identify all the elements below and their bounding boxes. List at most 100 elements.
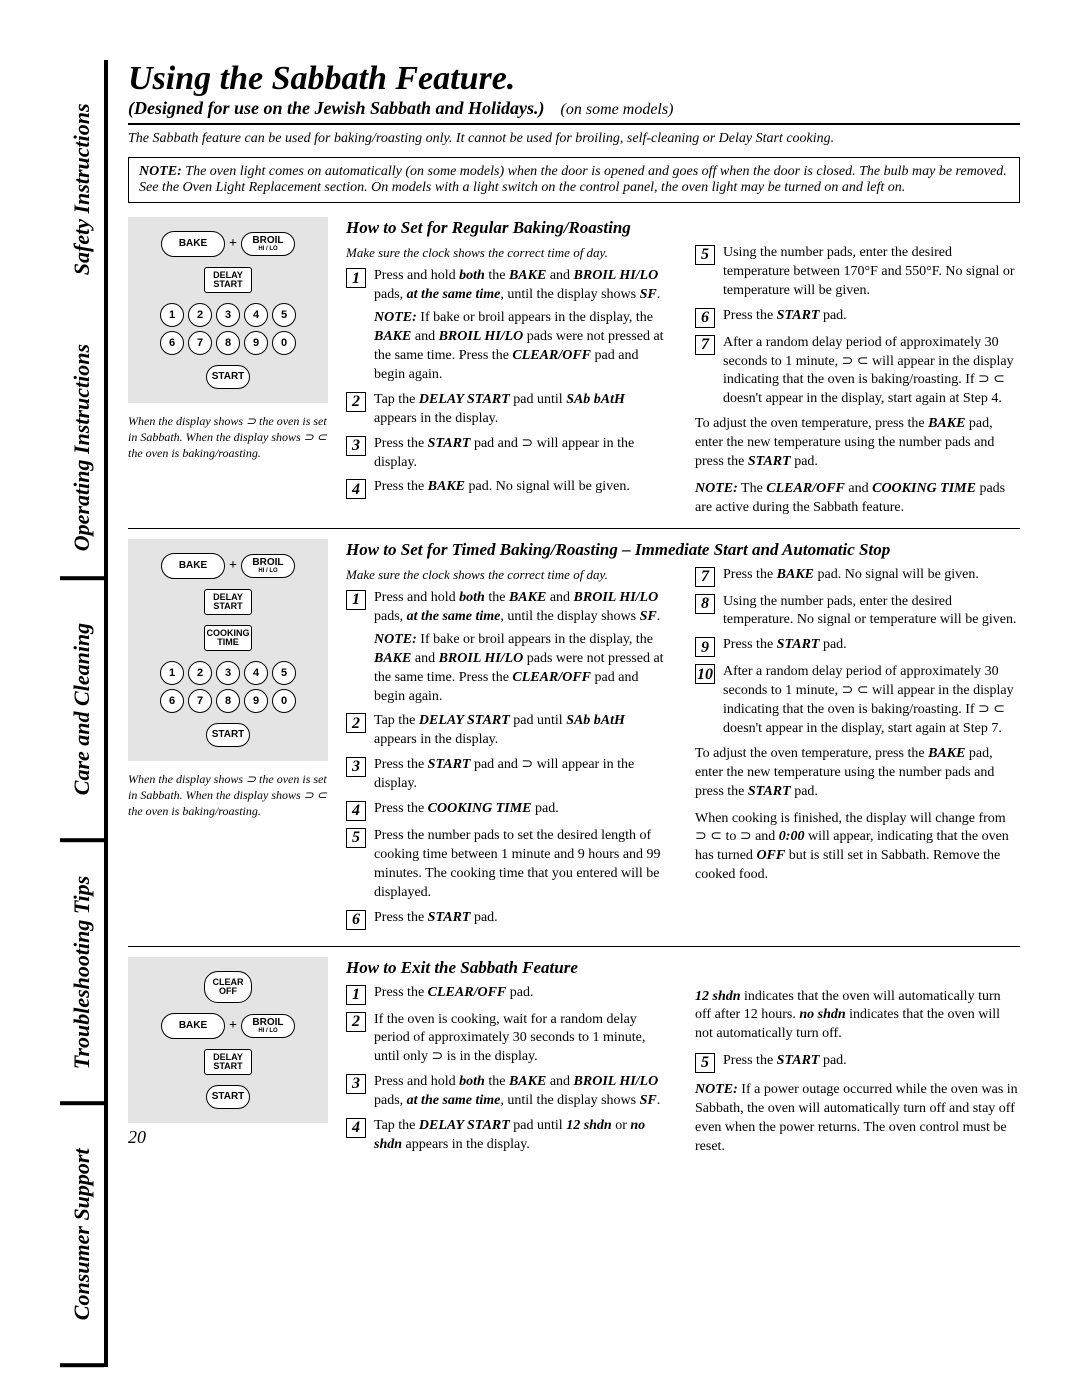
main-content: Using the Sabbath Feature. (Designed for… — [108, 60, 1020, 1367]
broil-btn: BROIL HI / LO — [241, 232, 295, 256]
step: 7 After a random delay period of approxim… — [695, 334, 1020, 410]
delay-start-btn: DELAYSTART — [204, 267, 252, 293]
clock-note-1: Make sure the clock shows the correct ti… — [346, 244, 671, 262]
broil-sub-3: HI / LO — [258, 1028, 277, 1034]
plus-icon-2: + — [229, 558, 237, 574]
step-text: Press the COOKING TIME pad. — [374, 800, 671, 821]
page-title: Using the Sabbath Feature. — [128, 60, 1020, 98]
panel-diagram-1: BAKE + BROIL HI / LO DELAYSTART 1 2 3 — [128, 217, 328, 403]
num-3: 3 — [216, 303, 240, 327]
section-regular: BAKE + BROIL HI / LO DELAYSTART 1 2 3 — [128, 217, 1020, 529]
note-box: NOTE: The oven light comes on automatica… — [128, 157, 1020, 203]
step-number: 5 — [695, 1053, 715, 1073]
steps-exit: How to Exit the Sabbath Feature 1 Press t… — [346, 957, 1020, 1161]
step: 2Tap the DELAY START pad until SAb bAtH … — [346, 391, 671, 429]
section2-title: How to Set for Timed Baking/Roasting – I… — [346, 539, 1020, 562]
step: 4Tap the DELAY START pad until 12 shdn o… — [346, 1117, 671, 1155]
broil-sub-2: HI / LO — [258, 568, 277, 574]
step: 6 Press the START pad. — [695, 307, 1020, 328]
bake-btn-2: BAKE — [161, 553, 225, 579]
tab-care: Care and Cleaning — [60, 580, 104, 842]
step-number: 1 — [346, 268, 366, 288]
s3-pre: 12 shdn indicates that the oven will aut… — [695, 988, 1020, 1045]
step: 2If the oven is cooking, wait for a rand… — [346, 1011, 671, 1068]
step: 5Press the number pads to set the desire… — [346, 827, 671, 903]
step-text: After a random delay period of approxima… — [723, 663, 1020, 739]
panel-diagram-2: BAKE + BROIL HI / LO DELAYSTART COOKINGT… — [128, 539, 328, 761]
s2-left-steps: 1 Press and hold both the BAKE and BROIL … — [346, 589, 671, 929]
panel-regular: BAKE + BROIL HI / LO DELAYSTART 1 2 3 — [128, 217, 328, 518]
step: 3Press and hold both the BAKE and BROIL … — [346, 1073, 671, 1111]
tab-operating: Operating Instructions — [60, 318, 104, 580]
s2-footnote: When cooking is finished, the display wi… — [695, 810, 1020, 886]
step-number: 4 — [346, 1118, 366, 1138]
step: 1 Press and hold both the BAKE and BROIL … — [346, 589, 671, 706]
step-number: 7 — [695, 335, 715, 355]
step: 3Press the START pad and ⊃ will appear i… — [346, 435, 671, 473]
step-number: 1 — [346, 985, 366, 1005]
section3-title: How to Exit the Sabbath Feature — [346, 957, 1020, 980]
num-0: 0 — [272, 331, 296, 355]
plus-icon: + — [229, 236, 237, 252]
step-number: 2 — [346, 713, 366, 733]
section-timed: BAKE + BROIL HI / LO DELAYSTART COOKINGT… — [128, 539, 1020, 947]
plus-icon-3: + — [229, 1018, 237, 1034]
subtitle: (Designed for use on the Jewish Sabbath … — [128, 98, 545, 118]
num-9: 9 — [244, 331, 268, 355]
section3-col-right: 12 shdn indicates that the oven will aut… — [695, 984, 1020, 1161]
num-4: 4 — [244, 303, 268, 327]
step-text: Press the START pad. — [374, 909, 671, 930]
section1-col-left: Make sure the clock shows the correct ti… — [346, 244, 671, 518]
step-text: Press the CLEAR/OFF pad. — [374, 984, 671, 1005]
delay-start-btn-3: DELAYSTART — [204, 1049, 252, 1075]
intro-text: The Sabbath feature can be used for baki… — [128, 131, 1020, 147]
numpad: 1 2 3 4 5 6 7 8 9 0 — [160, 303, 296, 355]
broil-label-3: BROIL — [252, 1018, 283, 1028]
s1-right-steps: 5Using the number pads, enter the desire… — [695, 244, 1020, 409]
step: 9Press the START pad. — [695, 636, 1020, 657]
step: 1Press and hold both the BAKE and BROIL … — [346, 267, 671, 384]
step: 6Press the START pad. — [346, 909, 671, 930]
start-btn-2: START — [206, 723, 250, 747]
step-text: Press the START pad. — [723, 307, 1020, 328]
num-2: 2 — [188, 303, 212, 327]
section1-col-right: 5Using the number pads, enter the desire… — [695, 244, 1020, 518]
step-number: 3 — [346, 1074, 366, 1094]
page-number: 20 — [128, 1127, 328, 1148]
step-number: 3 — [346, 436, 366, 456]
step-text: Press the START pad. — [723, 636, 1020, 657]
step-number: 4 — [346, 801, 366, 821]
s3-right-steps: 5 Press the START pad. — [695, 1052, 1020, 1073]
step-text: Tap the DELAY START pad until SAb bAtH a… — [374, 712, 671, 750]
step-number: 6 — [695, 308, 715, 328]
step-number: 1 — [346, 590, 366, 610]
delay-start-btn-2: DELAYSTART — [204, 589, 252, 615]
steps-regular: How to Set for Regular Baking/Roasting M… — [346, 217, 1020, 518]
step-text: After a random delay period of approxima… — [723, 334, 1020, 410]
start-btn-3: START — [206, 1085, 250, 1109]
panel-caption-2: When the display shows ⊃ the oven is set… — [128, 771, 328, 820]
start-btn: START — [206, 365, 250, 389]
step-number: 8 — [695, 594, 715, 614]
step: 4Press the BAKE pad. No signal will be g… — [346, 478, 671, 499]
step: 4 Press the COOKING TIME pad. — [346, 800, 671, 821]
cooking-time-btn: COOKINGTIME — [204, 625, 252, 651]
step-number: 3 — [346, 757, 366, 777]
step-number: 10 — [695, 664, 715, 684]
broil-label: BROIL — [252, 236, 283, 246]
step-text: Press the BAKE pad. No signal will be gi… — [723, 566, 1020, 587]
tab-troubleshooting: Troubleshooting Tips — [60, 843, 104, 1105]
step: 2 Tap the DELAY START pad until SAb bAtH … — [346, 712, 671, 750]
bake-btn-3: BAKE — [161, 1013, 225, 1039]
s1-footnote: NOTE: The CLEAR/OFF and COOKING TIME pad… — [695, 480, 1020, 518]
step-text: Press and hold both the BAKE and BROIL H… — [374, 589, 671, 706]
step-text: Using the number pads, enter the desired… — [723, 593, 1020, 631]
step-text: If the oven is cooking, wait for a rando… — [374, 1011, 671, 1068]
section2-col-right: 7Press the BAKE pad. No signal will be g… — [695, 566, 1020, 936]
broil-btn-2: BROIL HI / LO — [241, 554, 295, 578]
s3-footnote: NOTE: If a power outage occurred while t… — [695, 1081, 1020, 1157]
step-text: Press the START pad. — [723, 1052, 1020, 1073]
num-7: 7 — [188, 331, 212, 355]
note-prefix: NOTE: — [139, 164, 182, 179]
step-text: Press the number pads to set the desired… — [374, 827, 671, 903]
